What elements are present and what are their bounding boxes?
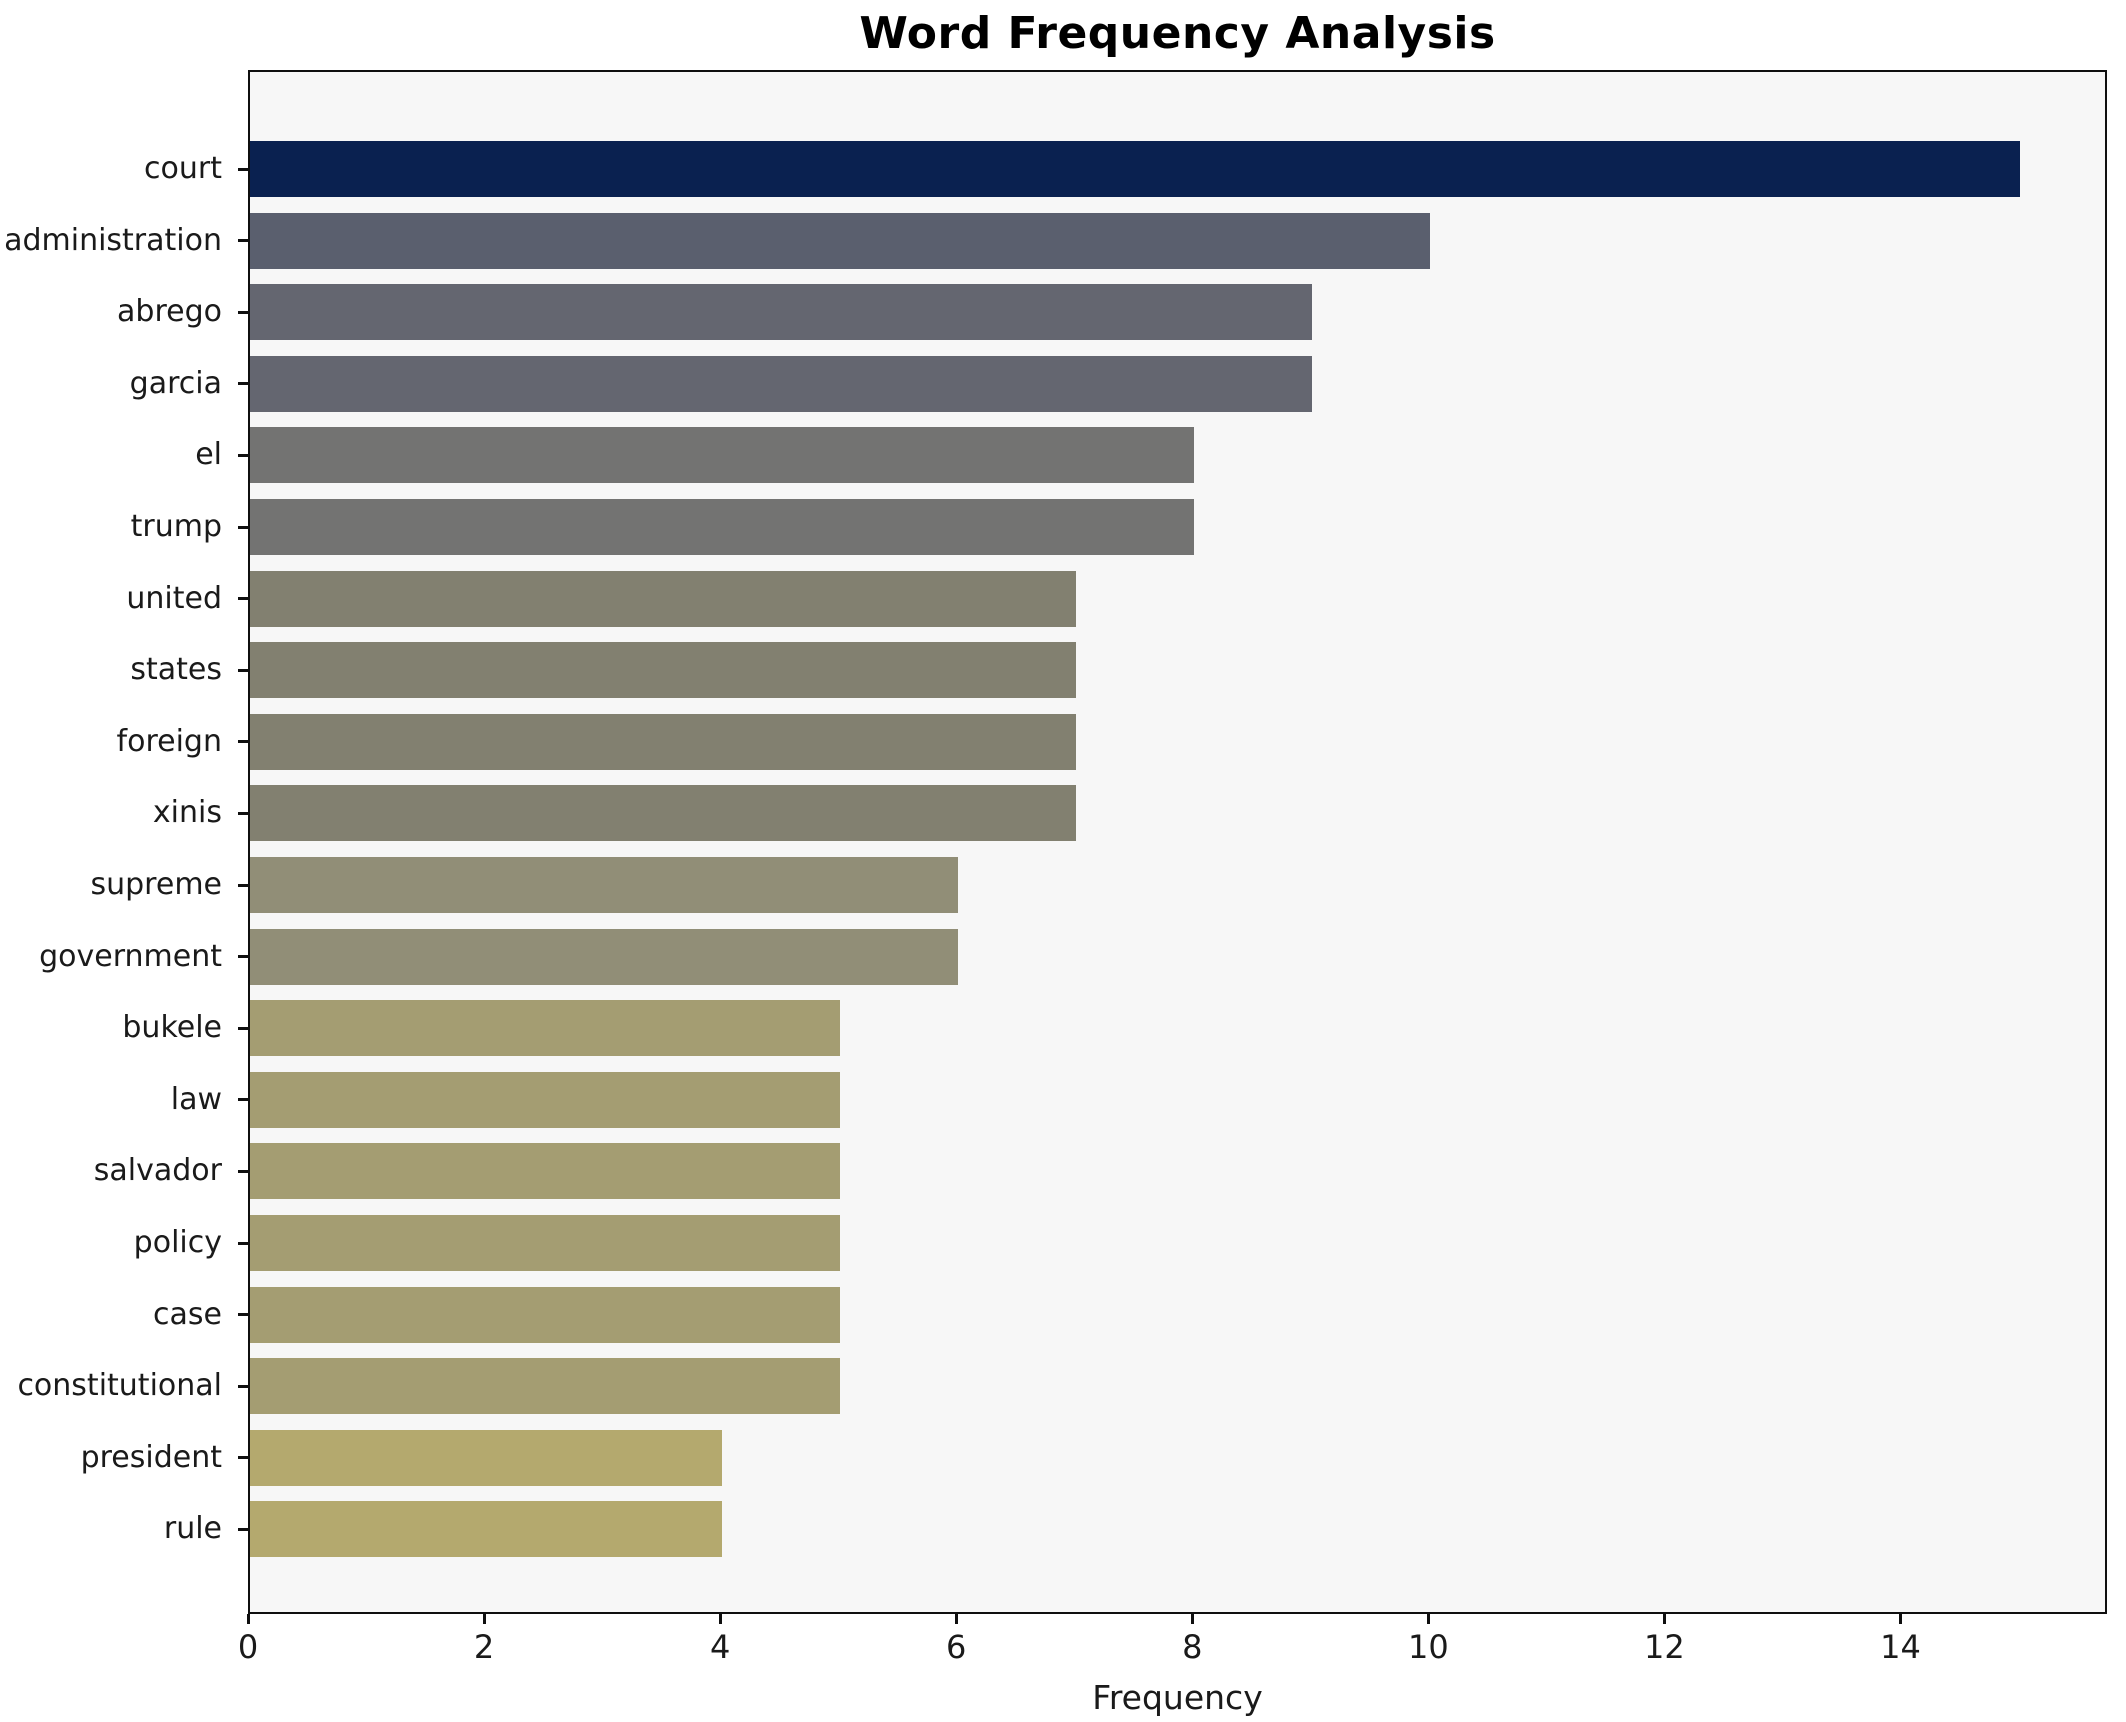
- y-tick-label-el: el: [195, 437, 222, 473]
- plot-area: [248, 70, 2107, 1614]
- y-tick-mark: [238, 1026, 248, 1030]
- y-tick-label-constitutional: constitutional: [17, 1368, 222, 1404]
- y-tick-mark: [238, 668, 248, 672]
- y-tick-mark: [238, 1313, 248, 1317]
- bar-bukele: [250, 1000, 841, 1057]
- bar-law: [250, 1071, 841, 1128]
- y-tick-mark: [238, 1169, 248, 1173]
- bar-case: [250, 1286, 841, 1343]
- x-tick-mark: [954, 1614, 958, 1624]
- x-tick-label-4: 4: [709, 1628, 731, 1666]
- x-tick-mark: [1898, 1614, 1902, 1624]
- bar-rule: [250, 1501, 723, 1558]
- y-tick-label-president: president: [80, 1439, 222, 1475]
- x-tick-label-8: 8: [1182, 1628, 1203, 1666]
- y-tick-mark: [238, 955, 248, 959]
- x-tick-label-2: 2: [473, 1628, 495, 1666]
- y-tick-mark: [238, 1527, 248, 1531]
- y-tick-mark: [238, 597, 248, 601]
- x-axis-label: Frequency: [1092, 1678, 1263, 1717]
- y-tick-label-government: government: [39, 938, 222, 974]
- x-tick-label-14: 14: [1880, 1628, 1921, 1666]
- x-tick-mark: [1426, 1614, 1430, 1624]
- y-tick-mark: [238, 167, 248, 171]
- bar-garcia: [250, 355, 1313, 412]
- y-tick-mark: [238, 811, 248, 815]
- y-tick-mark: [238, 1241, 248, 1245]
- y-tick-mark: [238, 1384, 248, 1388]
- y-tick-label-abrego: abrego: [117, 294, 222, 330]
- y-tick-mark: [238, 239, 248, 243]
- bar-foreign: [250, 713, 1077, 770]
- y-tick-label-united: united: [126, 580, 222, 616]
- y-tick-mark: [238, 525, 248, 529]
- bar-united: [250, 570, 1077, 627]
- y-tick-label-xinis: xinis: [152, 795, 222, 831]
- bar-policy: [250, 1215, 841, 1271]
- y-tick-label-case: case: [153, 1296, 222, 1332]
- bar-court: [250, 141, 2021, 197]
- y-tick-label-administration: administration: [4, 222, 222, 258]
- y-tick-label-law: law: [170, 1081, 222, 1117]
- x-tick-mark: [482, 1614, 486, 1624]
- bar-constitutional: [250, 1358, 841, 1415]
- y-tick-label-rule: rule: [163, 1511, 222, 1547]
- x-tick-mark: [246, 1614, 250, 1624]
- bar-xinis: [250, 785, 1077, 842]
- x-tick-label-10: 10: [1407, 1628, 1449, 1666]
- bar-states: [250, 642, 1077, 699]
- x-tick-label-6: 6: [946, 1628, 967, 1666]
- bar-el: [250, 427, 1195, 484]
- y-tick-label-supreme: supreme: [90, 867, 223, 902]
- y-tick-label-policy: policy: [133, 1225, 222, 1260]
- bar-government: [250, 928, 959, 985]
- y-tick-label-garcia: garcia: [129, 365, 222, 401]
- bar-president: [250, 1429, 723, 1486]
- bar-salvador: [250, 1143, 841, 1200]
- y-tick-label-states: states: [130, 652, 222, 688]
- y-tick-label-bukele: bukele: [122, 1010, 222, 1046]
- bar-abrego: [250, 284, 1313, 341]
- x-tick-mark: [1190, 1614, 1194, 1624]
- y-tick-label-foreign: foreign: [116, 723, 222, 759]
- y-tick-mark: [238, 310, 248, 314]
- x-tick-label-0: 0: [237, 1628, 259, 1666]
- x-tick-label-12: 12: [1644, 1628, 1685, 1666]
- chart-title: Word Frequency Analysis: [859, 8, 1496, 59]
- y-tick-mark: [238, 740, 248, 744]
- y-tick-label-trump: trump: [130, 509, 222, 544]
- y-tick-label-salvador: salvador: [93, 1153, 222, 1189]
- y-tick-label-court: court: [144, 151, 222, 186]
- bar-trump: [250, 499, 1195, 555]
- x-tick-mark: [1662, 1614, 1666, 1624]
- bar-administration: [250, 212, 1431, 269]
- x-tick-mark: [718, 1614, 722, 1624]
- bar-supreme: [250, 857, 959, 913]
- y-tick-mark: [238, 453, 248, 457]
- y-tick-mark: [238, 1098, 248, 1102]
- y-tick-mark: [238, 883, 248, 887]
- y-tick-mark: [238, 382, 248, 386]
- y-tick-mark: [238, 1456, 248, 1460]
